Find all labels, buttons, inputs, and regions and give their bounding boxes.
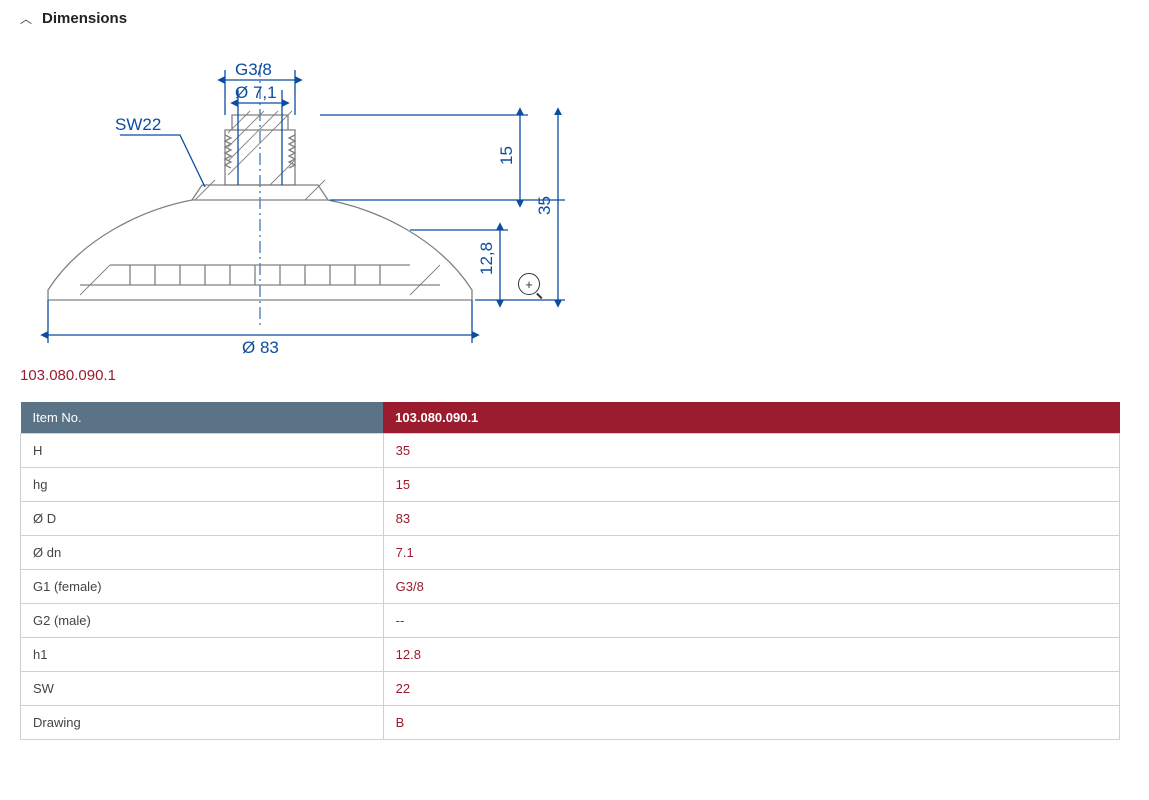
row-value: 15 [383, 468, 1119, 502]
row-label: Ø D [21, 502, 384, 536]
row-label: SW [21, 672, 384, 706]
row-value: 12.8 [383, 638, 1119, 672]
dim-h-top: 15 [497, 146, 516, 165]
dim-bore: Ø 7,1 [235, 83, 277, 102]
row-label: hg [21, 468, 384, 502]
dimensions-table: Item No. 103.080.090.1 H35hg15Ø D83Ø dn7… [20, 402, 1120, 740]
section-header: ︿ Dimensions [20, 10, 1129, 27]
row-label: G2 (male) [21, 604, 384, 638]
row-label: Drawing [21, 706, 384, 740]
table-row: G1 (female)G3/8 [21, 570, 1120, 604]
row-value: G3/8 [383, 570, 1119, 604]
table-row: SW22 [21, 672, 1120, 706]
table-header-label: Item No. [21, 402, 384, 434]
table-header-value: 103.080.090.1 [383, 402, 1119, 434]
row-value: 22 [383, 672, 1119, 706]
row-value: 7.1 [383, 536, 1119, 570]
row-label: G1 (female) [21, 570, 384, 604]
dim-wrench: SW22 [115, 115, 161, 134]
row-label: Ø dn [21, 536, 384, 570]
table-row: h112.8 [21, 638, 1120, 672]
table-row: H35 [21, 434, 1120, 468]
table-row: Ø D83 [21, 502, 1120, 536]
table-row: Ø dn7.1 [21, 536, 1120, 570]
dim-h-mid: 12,8 [477, 242, 496, 275]
dim-thread: G3/8 [235, 60, 272, 79]
row-label: h1 [21, 638, 384, 672]
section-title: Dimensions [42, 10, 127, 27]
row-value: 83 [383, 502, 1119, 536]
row-value: 35 [383, 434, 1119, 468]
table-row: G2 (male)-- [21, 604, 1120, 638]
zoom-icon[interactable]: + [518, 273, 540, 295]
part-number: 103.080.090.1 [20, 367, 1129, 384]
collapse-icon[interactable]: ︿ [20, 10, 32, 27]
dim-h-total: 35 [535, 196, 554, 215]
table-row: hg15 [21, 468, 1120, 502]
table-row: DrawingB [21, 706, 1120, 740]
dim-outer-dia: Ø 83 [242, 338, 279, 357]
row-value: -- [383, 604, 1119, 638]
dimension-diagram: G3/8 Ø 7,1 SW22 Ø 83 15 12,8 35 + [20, 35, 580, 365]
row-label: H [21, 434, 384, 468]
row-value: B [383, 706, 1119, 740]
